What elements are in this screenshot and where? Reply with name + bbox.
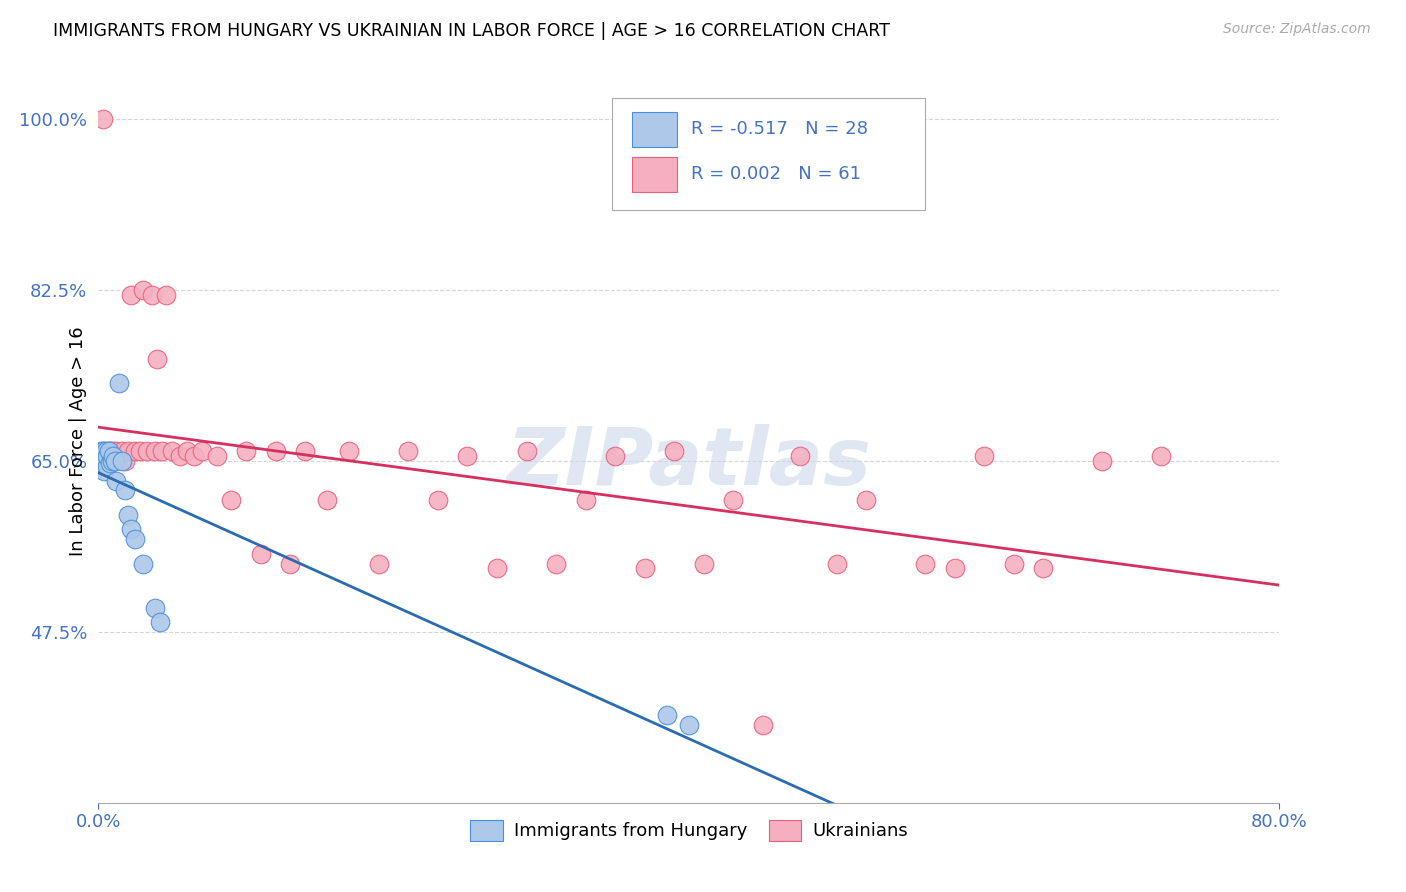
Point [789, 449, 811, 463]
Point [825, 557, 848, 571]
Point [94, 454, 117, 468]
Point [103, 449, 125, 463]
Point [114, 483, 136, 498]
Point [93, 444, 115, 458]
Point [1032, 561, 1054, 575]
Bar [633, 157, 678, 192]
Point [1091, 454, 1114, 468]
Point [111, 444, 134, 458]
FancyBboxPatch shape [612, 98, 925, 211]
Point [516, 444, 538, 458]
Point [120, 288, 142, 302]
Point [264, 444, 287, 458]
Point [117, 508, 139, 522]
Point [162, 444, 183, 458]
Point [100, 449, 122, 463]
Point [94, 444, 117, 458]
Point [1002, 557, 1025, 571]
Point [752, 717, 775, 731]
Point [693, 557, 716, 571]
Point [1150, 449, 1173, 463]
Point [114, 454, 136, 468]
Point [97, 444, 120, 458]
Point [124, 444, 146, 458]
Point [339, 444, 361, 458]
Point [105, 444, 128, 458]
Point [855, 493, 877, 508]
Text: IMMIGRANTS FROM HUNGARY VS UKRAINIAN IN LABOR FORCE | AGE > 16 CORRELATION CHART: IMMIGRANTS FROM HUNGARY VS UKRAINIAN IN … [53, 22, 890, 40]
Point [486, 561, 509, 575]
Point [235, 444, 257, 458]
Point [105, 474, 128, 488]
Point [90, 456, 112, 470]
Text: R = 0.002   N = 61: R = 0.002 N = 61 [692, 165, 862, 183]
Point [250, 547, 273, 561]
Point [111, 454, 134, 468]
Point [457, 449, 479, 463]
Point [664, 444, 686, 458]
Point [176, 444, 198, 458]
Point [149, 615, 172, 630]
Point [97, 444, 120, 458]
Point [132, 283, 155, 297]
Point [104, 454, 127, 468]
Point [723, 493, 745, 508]
Point [191, 444, 214, 458]
Point [90, 444, 112, 458]
Point [221, 493, 243, 508]
Point [575, 493, 598, 508]
Point [183, 449, 205, 463]
Point [973, 449, 995, 463]
Bar [633, 112, 678, 147]
Point [136, 444, 159, 458]
Point [294, 444, 316, 458]
Text: R = -0.517   N = 28: R = -0.517 N = 28 [692, 120, 869, 138]
Point [100, 454, 122, 468]
Point [943, 561, 966, 575]
Point [96, 449, 118, 463]
Point [316, 493, 339, 508]
Point [655, 707, 678, 722]
Point [91, 444, 114, 458]
Point [117, 444, 139, 458]
Point [143, 444, 166, 458]
Point [93, 464, 115, 478]
Point [89, 449, 111, 463]
Point [143, 600, 166, 615]
Point [150, 444, 173, 458]
Point [96, 449, 118, 463]
Point [91, 112, 114, 127]
Point [427, 493, 450, 508]
Point [120, 523, 142, 537]
Point [280, 557, 302, 571]
Point [146, 351, 169, 366]
Point [678, 717, 700, 731]
Point [546, 557, 568, 571]
Point [155, 288, 177, 302]
Y-axis label: In Labor Force | Age > 16: In Labor Force | Age > 16 [69, 326, 87, 557]
Point [398, 444, 420, 458]
Point [169, 449, 191, 463]
Point [605, 449, 627, 463]
Point [96, 458, 118, 473]
Point [91, 458, 114, 473]
Text: Source: ZipAtlas.com: Source: ZipAtlas.com [1223, 22, 1371, 37]
Text: ZIPatlas: ZIPatlas [506, 425, 872, 502]
Point [132, 557, 155, 571]
Point [94, 449, 117, 463]
Point [368, 557, 391, 571]
Point [128, 444, 150, 458]
Point [124, 532, 146, 546]
Point [98, 444, 121, 458]
Point [205, 449, 228, 463]
Legend: Immigrants from Hungary, Ukrainians: Immigrants from Hungary, Ukrainians [463, 813, 915, 848]
Point [108, 376, 131, 390]
Point [141, 288, 163, 302]
Point [634, 561, 657, 575]
Point [914, 557, 936, 571]
Point [103, 444, 125, 458]
Point [98, 456, 121, 470]
Point [108, 449, 131, 463]
Point [93, 449, 115, 463]
